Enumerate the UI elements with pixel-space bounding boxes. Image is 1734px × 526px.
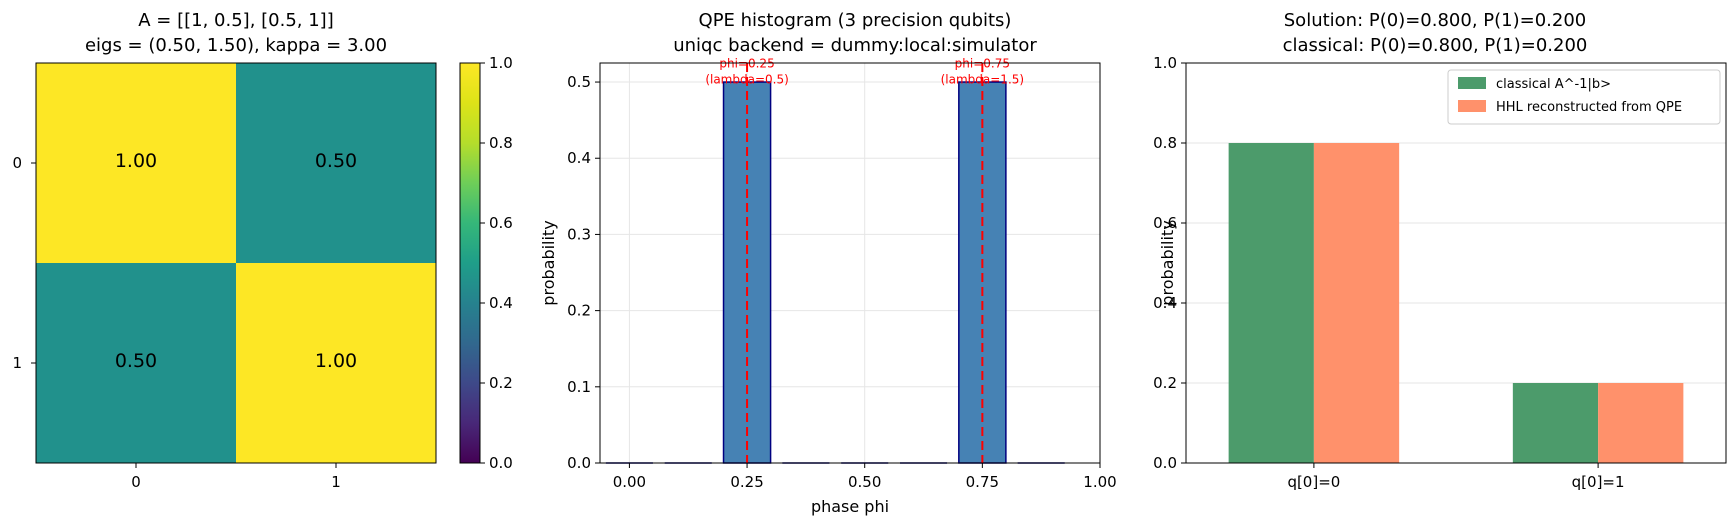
solution-bar-s0-c1 (1512, 383, 1599, 463)
colorbar-tick-label-2: 0.4 (489, 294, 513, 312)
qpe-eigen-label-lambda-0: (lambda=0.5) (705, 72, 788, 86)
colorbar-tick-label-3: 0.6 (489, 214, 513, 232)
qpe-xtick-label-3: 0.75 (966, 473, 999, 491)
qpe-xlabel: phase phi (811, 497, 889, 516)
solution-legend: classical A^-1|b> HHL reconstructed from… (1447, 69, 1721, 125)
heatmap-panel: A = [[1, 0.5], [0.5, 1]] eigs = (0.50, 1… (12, 10, 437, 491)
qpe-ytick-label-1: 0.1 (567, 378, 591, 396)
solution-ytick-label-4: 0.8 (1153, 134, 1177, 152)
solution-ylabel: probability (1158, 220, 1177, 305)
legend-label-classical: classical A^-1|b> (1496, 77, 1611, 92)
solution-title-line2: classical: P(0)=0.800, P(1)=0.200 (1283, 35, 1588, 56)
heatmap-cell-label-1-1: 1.00 (315, 350, 357, 372)
qpe-title-line1: QPE histogram (3 precision qubits) (699, 10, 1012, 31)
qpe-ytick-label-5: 0.5 (567, 73, 591, 91)
solution-plot-frame (1185, 62, 1727, 464)
qpe-ytick-label-4: 0.4 (567, 149, 591, 167)
solution-xtick-label-0: q[0]=0 (1287, 473, 1340, 491)
heatmap-row-label-1: 1 (12, 354, 22, 372)
qpe-ytick-label-2: 0.2 (567, 302, 591, 320)
heatmap-row-label-0: 0 (12, 154, 22, 172)
qpe-eigen-label-lambda-1: (lambda=1.5) (941, 72, 1024, 86)
heatmap-cell-1-0 (36, 263, 236, 463)
heatmap-cell-label-0-0: 1.00 (115, 150, 157, 172)
qpe-bars (605, 81, 1065, 464)
heatmap-frame (35, 62, 437, 464)
solution-xtick-label-1: q[0]=1 (1572, 473, 1625, 491)
solution-bar-s1-c1 (1598, 383, 1684, 463)
qpe-ticks: 0.00 0.25 0.50 0.75 1.00 0.0 0.1 0.2 0.3 0.4 0.5 (567, 73, 1117, 491)
legend-label-hhl: HHL reconstructed from QPE (1496, 100, 1682, 115)
colorbar-tick-label-0: 0.0 (489, 454, 513, 472)
colorbar-tick-label-4: 0.8 (489, 134, 513, 152)
heatmap-title-line2: eigs = (0.50, 1.50), kappa = 3.00 (85, 35, 387, 56)
heatmap-cell-label-0-1: 0.50 (315, 150, 357, 172)
colorbar-gradient (459, 62, 481, 464)
qpe-ylabel: probability (539, 220, 558, 305)
colorbar-tick-label-5: 1.0 (489, 54, 513, 72)
colorbar-ticks: 0.0 0.2 0.4 0.6 0.8 1.0 (480, 54, 513, 472)
qpe-ytick-label-0: 0.0 (567, 454, 591, 472)
heatmap-col-label-0: 0 (131, 473, 141, 491)
heatmap-col-label-1: 1 (331, 473, 341, 491)
legend-swatch-classical (1458, 77, 1486, 89)
colorbar: 0.0 0.2 0.4 0.6 0.8 1.0 (459, 54, 513, 472)
solution-panel: Solution: P(0)=0.800, P(1)=0.200 classic… (1153, 10, 1727, 491)
qpe-xtick-label-2: 0.50 (848, 473, 881, 491)
legend-swatch-hhl (1458, 100, 1486, 112)
solution-ytick-label-3: 0.6 (1153, 214, 1177, 232)
qpe-histogram-panel: QPE histogram (3 precision qubits) uniqc… (539, 10, 1117, 516)
qpe-ytick-label-3: 0.3 (567, 225, 591, 243)
solution-ticks: 0.0 0.2 0.4 0.6 0.8 1.0 q[0]=0 q[0]=1 (1153, 54, 1624, 491)
legend-box (1447, 69, 1721, 125)
solution-ytick-label-1: 0.2 (1153, 374, 1177, 392)
solution-ytick-label-5: 1.0 (1153, 54, 1177, 72)
solution-ytick-label-0: 0.0 (1153, 454, 1177, 472)
qpe-plot-frame (599, 62, 1101, 464)
heatmap-cell-0-0 (36, 63, 236, 263)
qpe-grid (600, 63, 1101, 464)
qpe-title-line2: uniqc backend = dummy:local:simulator (673, 35, 1037, 56)
qpe-xtick-label-0: 0.00 (613, 473, 646, 491)
qpe-xtick-label-1: 0.25 (730, 473, 763, 491)
heatmap-cell-1-1 (236, 263, 436, 463)
heatmap-cell-0-1 (236, 63, 436, 263)
solution-bars (1228, 143, 1684, 463)
colorbar-tick-label-1: 0.2 (489, 374, 513, 392)
heatmap-cell-label-1-0: 0.50 (115, 350, 157, 372)
solution-bar-s0-c0 (1228, 143, 1314, 463)
solution-bar-s1-c0 (1313, 143, 1400, 463)
qpe-xtick-label-4: 1.00 (1083, 473, 1116, 491)
heatmap-title-line1: A = [[1, 0.5], [0.5, 1]] (138, 10, 333, 31)
solution-title-line1: Solution: P(0)=0.800, P(1)=0.200 (1284, 10, 1586, 31)
solution-ytick-label-2: 0.4 (1153, 294, 1177, 312)
